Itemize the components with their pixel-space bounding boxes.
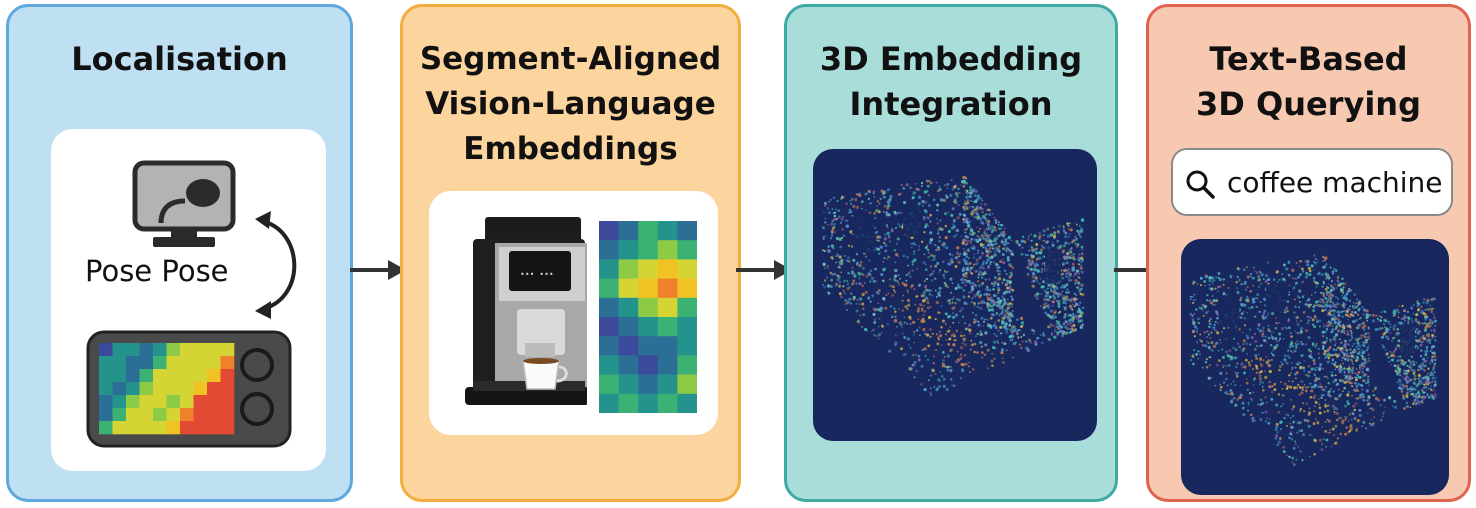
stage-embeddings-panel: Segment-Aligned Vision-Language Embeddin…: [400, 4, 741, 502]
stage-title: Localisation: [71, 40, 288, 78]
point-cloud: [821, 175, 1085, 397]
coffee-display: ••• •••: [520, 270, 554, 279]
query-search-box[interactable]: coffee machine: [1171, 148, 1453, 216]
stage-title: Segment-Aligned Vision-Language Embeddin…: [419, 41, 722, 167]
search-icon: [1186, 170, 1215, 199]
embedding-heatmap: [599, 221, 697, 413]
camera-icon: [132, 160, 236, 247]
rotate-arrow-icon: [255, 211, 297, 319]
coffee-machine-image: ••• •••: [465, 217, 587, 405]
query-result-card: [1181, 239, 1449, 495]
stage-title: Text-Based 3D Querying: [1196, 40, 1421, 123]
point-cloud-card: [813, 149, 1097, 441]
tablet-heatmap-icon: [86, 330, 292, 448]
stage-localisation-panel: Localisation Pose Pose: [6, 4, 353, 502]
stage-integration-panel: 3D Embedding Integration: [784, 4, 1118, 502]
localisation-card: Pose Pose: [51, 129, 326, 471]
search-query-text: coffee machine: [1227, 166, 1443, 199]
flow-arrow-icon: [350, 260, 406, 280]
embeddings-card: ••• •••: [429, 191, 718, 435]
pose-label: Pose Pose: [85, 254, 229, 288]
stage-title: 3D Embedding Integration: [819, 40, 1083, 123]
flow-arrow-icon: [736, 260, 792, 280]
point-cloud: [1189, 254, 1437, 466]
stage-querying-panel: Text-Based 3D Querying coffee machine: [1146, 4, 1471, 502]
